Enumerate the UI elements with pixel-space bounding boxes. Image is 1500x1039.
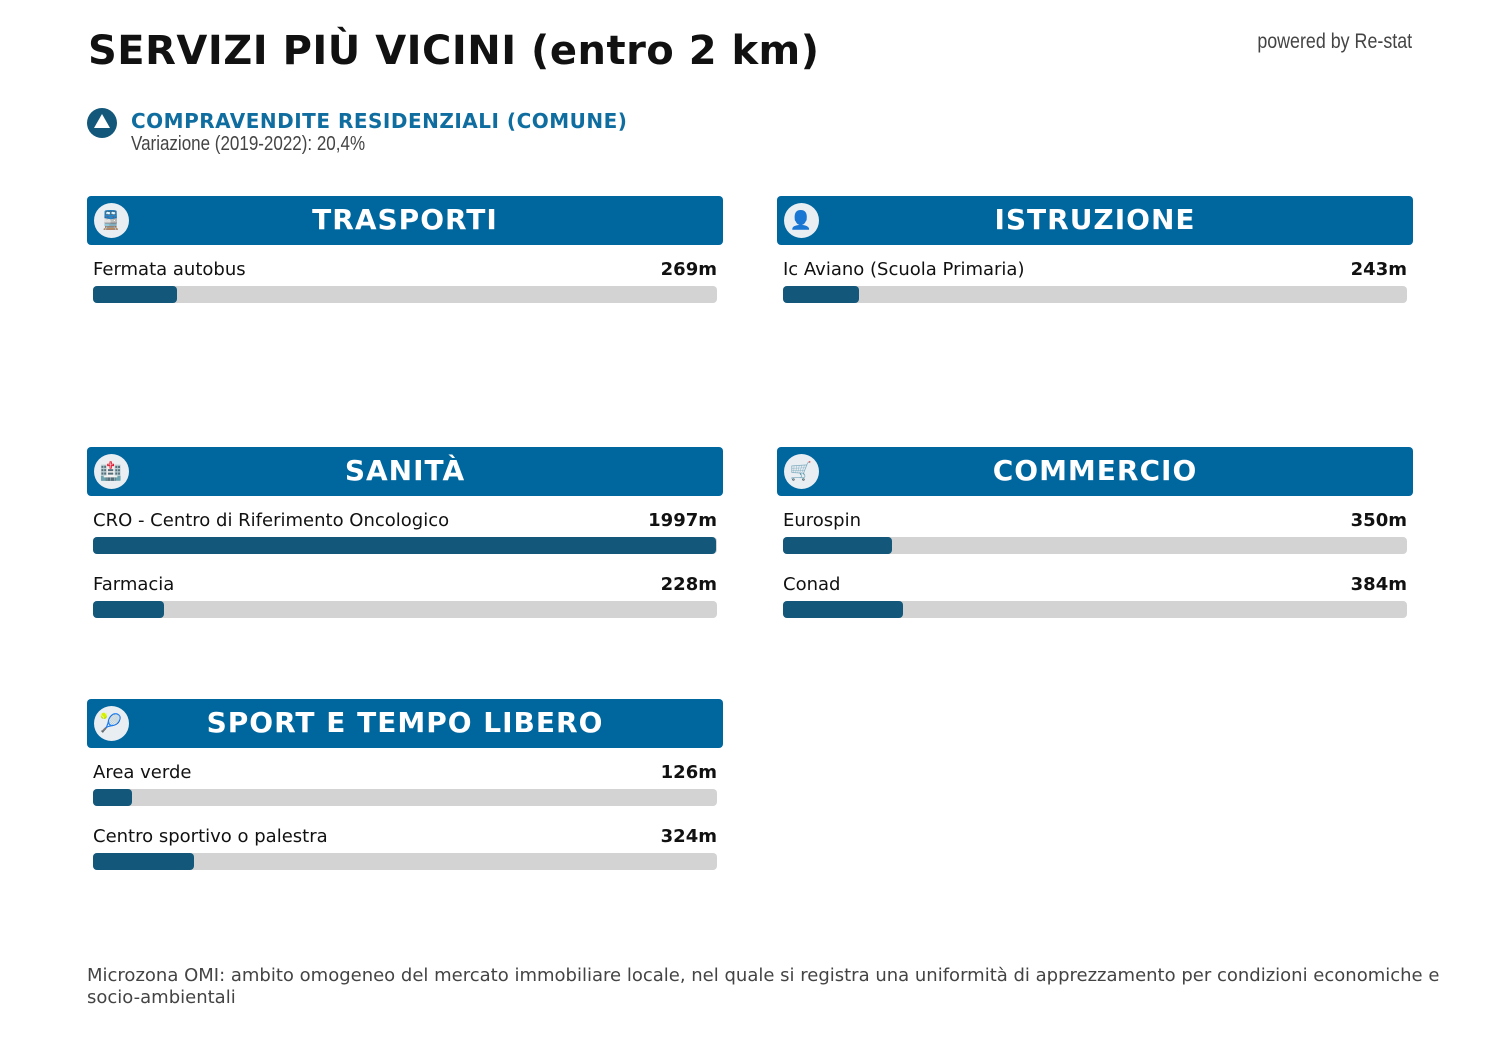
distance-bar-fill	[93, 286, 177, 303]
service-item: Eurospin 350m	[783, 496, 1407, 560]
section-commercio: 🛒 COMMERCIO Eurospin 350m Conad 384m	[777, 447, 1413, 624]
distance-bar-track	[93, 853, 717, 870]
service-distance: 1997m	[648, 510, 717, 531]
distance-bar-fill	[783, 537, 893, 554]
footer-note: Microzona OMI: ambito omogeneo del merca…	[87, 965, 1440, 1008]
distance-bar-fill	[783, 286, 859, 303]
service-name: Ic Aviano (Scuola Primaria)	[783, 259, 1025, 280]
section-header: 🛒 COMMERCIO	[777, 447, 1413, 496]
section-sport-e-tempo-libero: 🎾 SPORT E TEMPO LIBERO Area verde 126m Centr…	[87, 699, 723, 876]
service-item: Fermata autobus 269m	[93, 245, 717, 309]
service-distance: 243m	[1350, 259, 1407, 280]
section-trasporti: 🚆 TRASPORTI Fermata autobus 269m	[87, 196, 723, 309]
distance-bar-track	[783, 286, 1407, 303]
service-item: CRO - Centro di Riferimento Oncologico 19…	[93, 496, 717, 560]
triangle-up-icon	[87, 108, 117, 138]
page-title: SERVIZI PIÙ VICINI (entro 2 km)	[88, 28, 820, 74]
distance-bar-fill	[783, 601, 903, 618]
service-name: CRO - Centro di Riferimento Oncologico	[93, 510, 450, 531]
service-item: Conad 384m	[783, 560, 1407, 624]
section-sanit-: 🏥 SANITÀ CRO - Centro di Riferimento Oncol…	[87, 447, 723, 624]
distance-bar-track	[783, 537, 1407, 554]
distance-bar-track	[93, 601, 717, 618]
service-name: Conad	[783, 574, 841, 595]
section-header: 👤 ISTRUZIONE	[777, 196, 1413, 245]
service-distance: 228m	[660, 574, 717, 595]
service-name: Farmacia	[93, 574, 175, 595]
section-istruzione: 👤 ISTRUZIONE Ic Aviano (Scuola Primaria) 24…	[777, 196, 1413, 309]
section-header: 🏥 SANITÀ	[87, 447, 723, 496]
section-title: COMMERCIO	[992, 454, 1198, 487]
service-distance: 324m	[660, 826, 717, 847]
powered-by-logo: powered by Re-stat	[1257, 30, 1412, 53]
section-title: TRASPORTI	[312, 203, 498, 236]
service-item: Area verde 126m	[93, 748, 717, 812]
distance-bar-track	[93, 789, 717, 806]
service-distance: 126m	[660, 762, 717, 783]
service-item: Centro sportivo o palestra 324m	[93, 812, 717, 876]
distance-bar-track	[783, 601, 1407, 618]
service-distance: 350m	[1350, 510, 1407, 531]
tennis-icon: 🎾	[94, 706, 129, 741]
section-header: 🎾 SPORT E TEMPO LIBERO	[87, 699, 723, 748]
service-item: Farmacia 228m	[93, 560, 717, 624]
kpi-title: COMPRAVENDITE RESIDENZIALI (COMUNE)	[131, 109, 628, 133]
distance-bar-fill	[93, 537, 717, 554]
cart-icon: 🛒	[784, 454, 819, 489]
graduate-icon: 👤	[784, 203, 819, 238]
service-name: Centro sportivo o palestra	[93, 826, 328, 847]
distance-bar-fill	[93, 853, 195, 870]
distance-bar-track	[93, 537, 717, 554]
section-title: SPORT E TEMPO LIBERO	[206, 706, 604, 739]
service-name: Fermata autobus	[93, 259, 246, 280]
service-distance: 269m	[660, 259, 717, 280]
distance-bar-fill	[93, 601, 165, 618]
service-name: Eurospin	[783, 510, 862, 531]
train-icon: 🚆	[94, 203, 129, 238]
section-title: SANITÀ	[344, 454, 466, 487]
section-header: 🚆 TRASPORTI	[87, 196, 723, 245]
service-name: Area verde	[93, 762, 192, 783]
kpi-subtitle: Variazione (2019-2022): 20,4%	[131, 133, 366, 155]
section-title: ISTRUZIONE	[994, 203, 1196, 236]
hospital-icon: 🏥	[94, 454, 129, 489]
distance-bar-fill	[93, 789, 133, 806]
service-item: Ic Aviano (Scuola Primaria) 243m	[783, 245, 1407, 309]
distance-bar-track	[93, 286, 717, 303]
service-distance: 384m	[1350, 574, 1407, 595]
